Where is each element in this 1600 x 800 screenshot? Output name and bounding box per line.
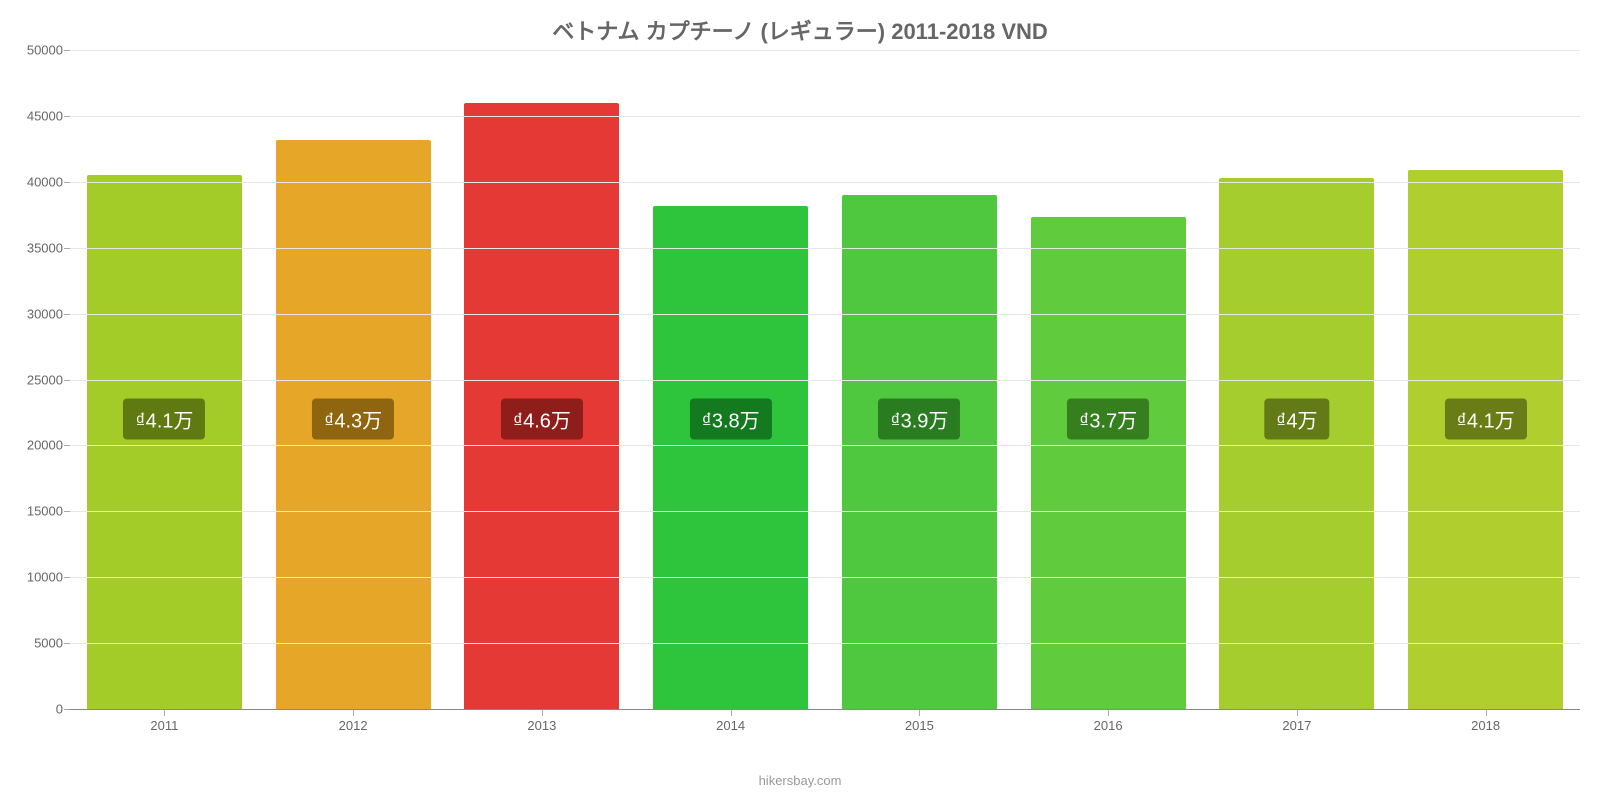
x-tick-label: 2013 — [448, 710, 637, 740]
bar-value-label: ₫4.3万 — [312, 399, 394, 440]
y-tick-label: 40000 — [15, 174, 63, 189]
chart-container: ₫4.1万₫4.3万₫4.6万₫3.8万₫3.9万₫3.7万₫4万₫4.1万 0… — [70, 50, 1580, 740]
bar-value-label: ₫4万 — [1264, 399, 1329, 440]
bar: ₫3.7万 — [1031, 217, 1186, 709]
y-tick-mark — [64, 50, 70, 51]
y-tick-mark — [64, 643, 70, 644]
x-tick-label: 2012 — [259, 710, 448, 740]
y-tick-mark — [64, 380, 70, 381]
y-tick-mark — [64, 577, 70, 578]
x-tick-label: 2016 — [1014, 710, 1203, 740]
bar: ₫4.1万 — [87, 175, 242, 709]
x-tick-mark — [731, 710, 732, 716]
x-tick-label: 2015 — [825, 710, 1014, 740]
y-tick-mark — [64, 248, 70, 249]
gridline — [70, 577, 1580, 578]
bar-value-label: ₫3.7万 — [1067, 399, 1149, 440]
x-tick-label: 2014 — [636, 710, 825, 740]
bar-value-label: ₫4.1万 — [123, 399, 205, 440]
gridline — [70, 511, 1580, 512]
bar: ₫3.9万 — [842, 195, 997, 709]
gridline — [70, 314, 1580, 315]
bar-value-label: ₫4.6万 — [501, 399, 583, 440]
chart-title: ベトナム カプチーノ (レギュラー) 2011-2018 VND — [0, 0, 1600, 46]
x-tick-mark — [1486, 710, 1487, 716]
y-tick-label: 0 — [15, 702, 63, 717]
bar-value-label: ₫3.8万 — [690, 399, 772, 440]
bar: ₫4.6万 — [464, 103, 619, 709]
gridline — [70, 643, 1580, 644]
gridline — [70, 248, 1580, 249]
bar: ₫3.8万 — [653, 206, 808, 709]
x-tick-mark — [1297, 710, 1298, 716]
y-tick-mark — [64, 116, 70, 117]
bar: ₫4.3万 — [276, 140, 431, 709]
gridline — [70, 182, 1580, 183]
y-tick-label: 45000 — [15, 108, 63, 123]
gridline — [70, 116, 1580, 117]
attribution-text: hikersbay.com — [0, 773, 1600, 788]
x-tick-mark — [919, 710, 920, 716]
x-tick-label: 2018 — [1391, 710, 1580, 740]
bar-value-label: ₫3.9万 — [878, 399, 960, 440]
y-tick-label: 35000 — [15, 240, 63, 255]
y-tick-label: 50000 — [15, 43, 63, 58]
y-tick-mark — [64, 182, 70, 183]
y-tick-label: 10000 — [15, 570, 63, 585]
y-tick-label: 25000 — [15, 372, 63, 387]
x-tick-mark — [164, 710, 165, 716]
gridline — [70, 50, 1580, 51]
y-tick-label: 30000 — [15, 306, 63, 321]
x-tick-label: 2017 — [1203, 710, 1392, 740]
y-tick-mark — [64, 445, 70, 446]
y-tick-label: 20000 — [15, 438, 63, 453]
x-tick-label: 2011 — [70, 710, 259, 740]
y-tick-label: 5000 — [15, 636, 63, 651]
y-tick-mark — [64, 511, 70, 512]
gridline — [70, 445, 1580, 446]
y-tick-mark — [64, 314, 70, 315]
gridline — [70, 380, 1580, 381]
x-tick-mark — [1108, 710, 1109, 716]
x-tick-mark — [353, 710, 354, 716]
bar-value-label: ₫4.1万 — [1445, 399, 1527, 440]
bar: ₫4.1万 — [1408, 170, 1563, 709]
x-tick-mark — [542, 710, 543, 716]
plot-area: ₫4.1万₫4.3万₫4.6万₫3.8万₫3.9万₫3.7万₫4万₫4.1万 0… — [70, 50, 1580, 710]
x-axis-labels: 20112012201320142015201620172018 — [70, 710, 1580, 740]
bar: ₫4万 — [1219, 178, 1374, 709]
y-tick-label: 15000 — [15, 504, 63, 519]
